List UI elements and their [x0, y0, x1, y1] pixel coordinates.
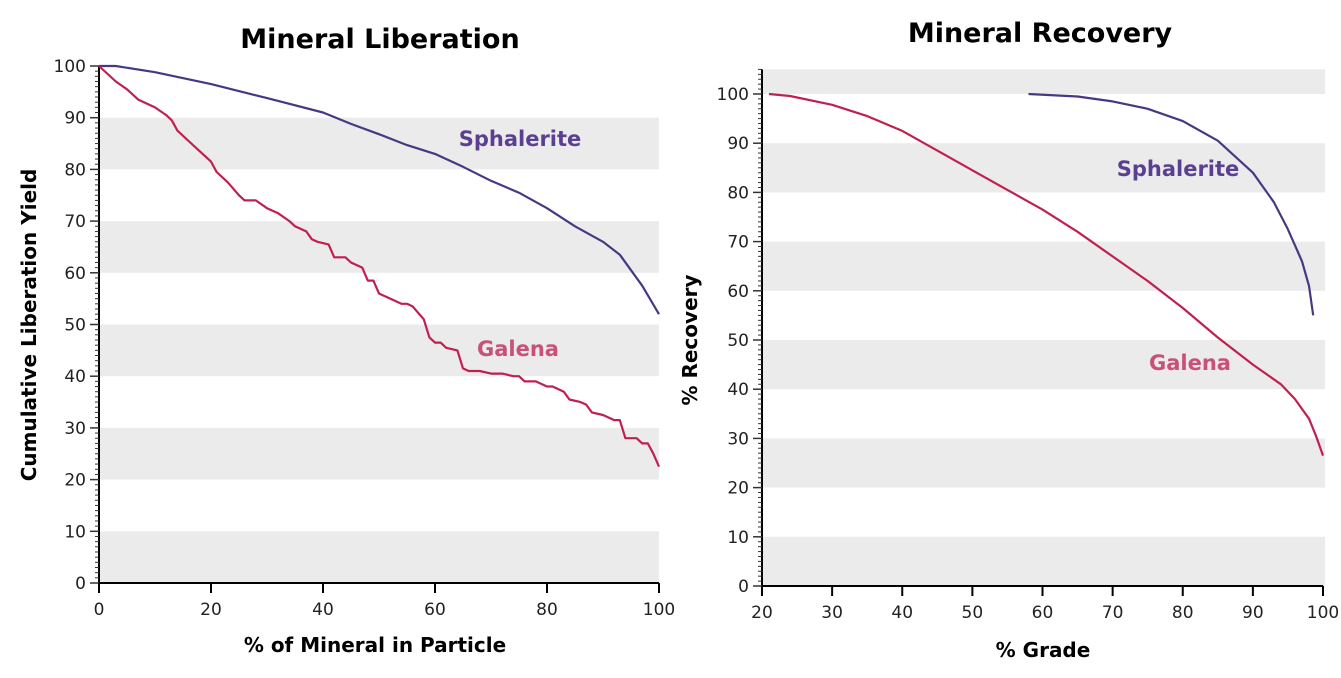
- x-tick-label: 70: [1102, 603, 1124, 623]
- series-label-sphalerite: Sphalerite: [1117, 157, 1240, 181]
- y-tick-label: 100: [717, 85, 749, 105]
- mineral-recovery-chart: Mineral Recovery % Grade % Recovery 0 10 2…: [678, 18, 1339, 662]
- y-tick-label: 70: [727, 233, 749, 253]
- y-tick-label: 0: [75, 574, 86, 594]
- x-tick-label: 50: [962, 603, 984, 623]
- x-tick-label: 100: [643, 600, 675, 620]
- series-label-galena: Galena: [1149, 351, 1231, 375]
- x-axis-label: % of Mineral in Particle: [244, 633, 506, 657]
- x-tick-label: 60: [1032, 603, 1054, 623]
- x-tick-label: 40: [891, 603, 913, 623]
- series-line-sphalerite: [99, 64, 660, 315]
- y-tick-label: 70: [64, 212, 86, 232]
- y-tick-label: 10: [64, 522, 86, 542]
- grid-band: [100, 427, 659, 480]
- grid-band: [763, 340, 1325, 390]
- y-tick-label: 80: [64, 160, 86, 180]
- grid-band: [763, 143, 1325, 193]
- x-tick-label: 100: [1307, 603, 1339, 623]
- grid-band: [763, 69, 1325, 94]
- x-tick-label: 0: [94, 600, 105, 620]
- x-tick-label: 80: [1172, 603, 1194, 623]
- y-tick-label: 20: [727, 479, 749, 499]
- y-tick-label: 90: [64, 109, 86, 129]
- y-tick-label: 60: [727, 282, 749, 302]
- x-tick-label: 40: [312, 600, 334, 620]
- chart-title: Mineral Recovery: [908, 18, 1173, 49]
- y-tick-label: 80: [727, 183, 749, 203]
- grid-band: [100, 117, 659, 170]
- y-tick-label: 50: [727, 331, 749, 351]
- y-tick-label: 40: [727, 380, 749, 400]
- series-line-sphalerite: [1028, 92, 1315, 316]
- x-tick-label: 30: [821, 603, 843, 623]
- y-tick-label: 30: [727, 429, 749, 449]
- y-axis-label: % Recovery: [678, 274, 702, 405]
- y-tick-label: 90: [727, 134, 749, 154]
- grid-band: [763, 438, 1325, 488]
- series-line-galena: [768, 92, 1325, 456]
- mineral-liberation-chart: Mineral Liberation % of Mineral in Parti…: [17, 24, 675, 657]
- grid-band: [763, 536, 1325, 586]
- y-tick-label: 0: [738, 577, 749, 597]
- x-tick-label: 60: [424, 600, 446, 620]
- grid-band: [100, 221, 659, 273]
- x-tick-label: 20: [751, 603, 773, 623]
- y-tick-label: 60: [64, 264, 86, 284]
- y-tick-label: 30: [64, 419, 86, 439]
- series-label-galena: Galena: [477, 337, 559, 361]
- x-tick-label: 80: [536, 600, 558, 620]
- y-tick-label: 10: [727, 528, 749, 548]
- y-axis-label: Cumulative Liberation Yield: [17, 169, 41, 482]
- x-axis-label: % Grade: [996, 638, 1091, 662]
- grid-band: [100, 531, 659, 583]
- grid-band: [763, 241, 1325, 291]
- y-tick-label: 20: [64, 471, 86, 491]
- y-tick-label: 100: [54, 57, 86, 77]
- series-line-galena: [98, 65, 661, 468]
- y-tick-label: 50: [64, 316, 86, 336]
- x-tick-label: 90: [1242, 603, 1264, 623]
- series-label-sphalerite: Sphalerite: [459, 127, 582, 151]
- chart-title: Mineral Liberation: [240, 24, 519, 55]
- x-tick-label: 20: [200, 600, 222, 620]
- grid-band: [100, 324, 659, 377]
- y-tick-label: 40: [64, 367, 86, 387]
